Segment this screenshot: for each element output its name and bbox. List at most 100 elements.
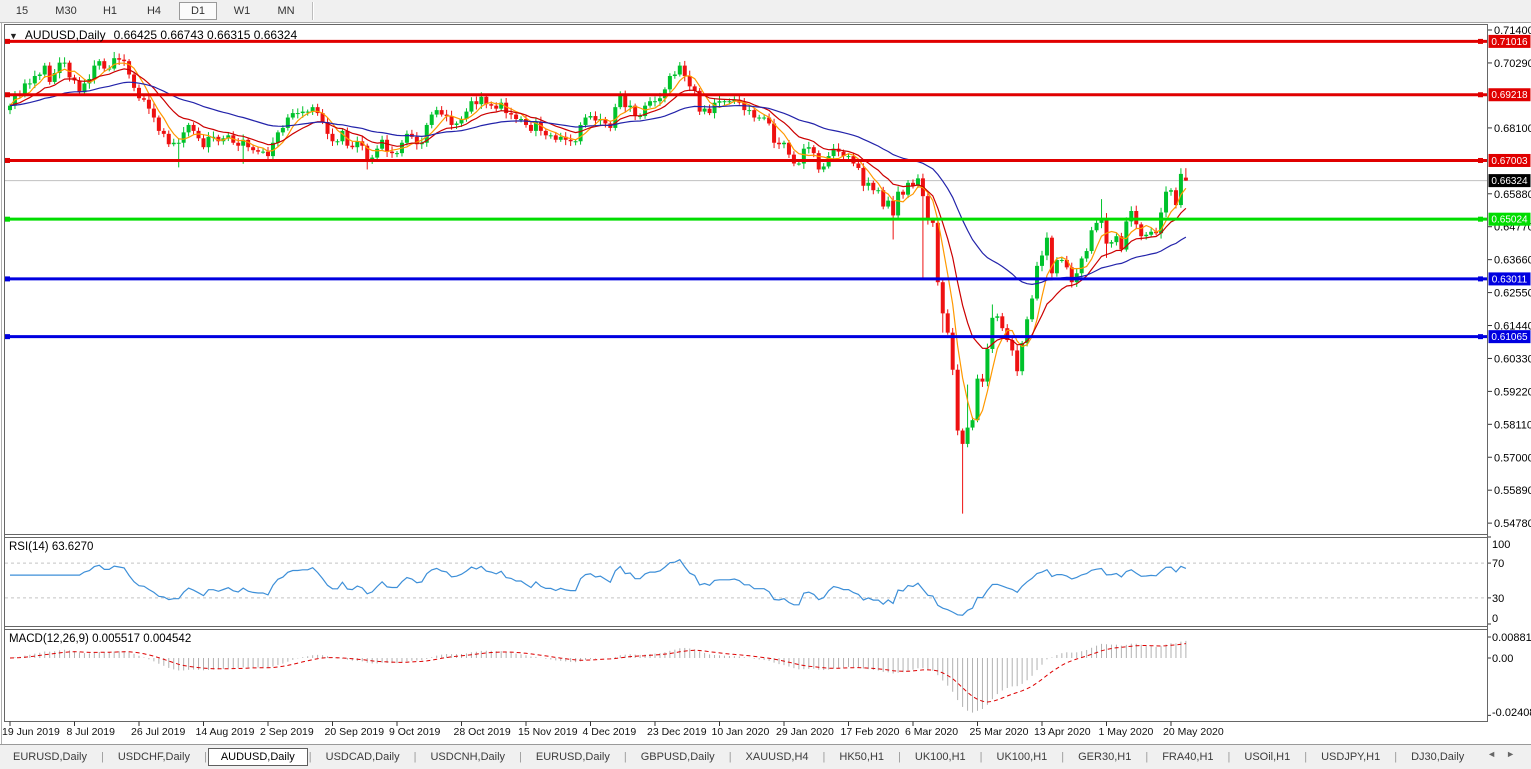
tab-scroll-right-icon[interactable]: ►: [1506, 749, 1525, 759]
candle-body: [37, 74, 42, 76]
candle-body: [717, 101, 722, 103]
candle-body: [92, 65, 97, 79]
price-tick-label: 0.55890: [1494, 485, 1531, 497]
candle-body: [667, 75, 672, 90]
tab-audusd-daily[interactable]: AUDUSD,Daily: [207, 748, 308, 766]
timeframe-button-mn[interactable]: MN: [277, 5, 295, 17]
tab-usdjpy-h1[interactable]: USDJPY,H1: [1321, 751, 1381, 763]
price-tick-label: 0.59220: [1494, 386, 1531, 398]
tab-hk50-h1[interactable]: HK50,H1: [839, 751, 885, 763]
candle-body: [270, 142, 275, 157]
candle-body: [975, 378, 980, 421]
tab-gbpusd-daily[interactable]: GBPUSD,Daily: [640, 751, 715, 763]
tab-fra40-h1[interactable]: FRA40,H1: [1162, 751, 1214, 763]
candle-body: [925, 196, 930, 220]
candle-body: [404, 133, 409, 143]
price-tick-label: 0.57000: [1494, 452, 1531, 464]
candle-body: [722, 101, 727, 103]
level-price-box-label: 0.67003: [1491, 156, 1528, 167]
candle-body: [335, 141, 340, 143]
candle-body: [950, 332, 955, 370]
timeframe-button-h1[interactable]: H1: [102, 5, 118, 17]
level-price-box-label: 0.69218: [1491, 90, 1528, 101]
macd-tick-label: 0.00: [1492, 653, 1513, 665]
time-tick-label: 2 Sep 2019: [260, 726, 314, 738]
candle-body: [122, 59, 127, 62]
candle-body: [1119, 236, 1124, 250]
timeframe-button-15[interactable]: 15: [15, 5, 29, 17]
candle-body: [1144, 234, 1149, 237]
candle-body: [1134, 210, 1139, 225]
symbol-dropdown-icon[interactable]: ▼: [9, 31, 18, 41]
tab-uk100-h1[interactable]: UK100,H1: [914, 751, 966, 763]
level-price-box-label: 0.71016: [1491, 37, 1528, 48]
candle-body: [454, 123, 459, 125]
level-price-box: [1488, 272, 1531, 286]
candle-body: [385, 139, 390, 152]
tab-usdcad-daily[interactable]: USDCAD,Daily: [325, 751, 400, 763]
tab-scroll-left-icon[interactable]: ◄: [1487, 749, 1507, 759]
candle-body: [310, 107, 315, 112]
candle-body: [955, 369, 960, 431]
tab-dj30-daily[interactable]: DJ30,Daily: [1411, 751, 1465, 763]
level-handle-right: [1478, 276, 1483, 282]
price-tick-label: 0.60330: [1494, 353, 1531, 365]
candle-body: [568, 139, 573, 142]
time-axis: 19 Jun 2019 8 Jul 2019 26 Jul 2019 14 Aug 2…: [2, 721, 1224, 738]
price-tick-label: 0.68100: [1494, 123, 1531, 135]
candle-body: [62, 62, 67, 64]
candle-body: [439, 110, 444, 115]
candle-body: [692, 86, 697, 91]
candle-body: [623, 95, 628, 108]
candle-body: [811, 147, 816, 154]
timeframe-button-m30[interactable]: M30: [55, 5, 77, 17]
level-handle-left: [5, 216, 10, 222]
candle-body: [990, 317, 995, 349]
level-handle-right: [1478, 216, 1483, 222]
candle-body: [772, 123, 777, 143]
level-price-box-label: 0.63011: [1492, 274, 1528, 285]
chart-background: [0, 22, 1531, 768]
candle-body: [871, 182, 876, 191]
time-tick-label: 15 Nov 2019: [518, 726, 578, 738]
candle-body: [831, 148, 836, 157]
candle-body: [161, 130, 166, 134]
candle-body: [1030, 298, 1035, 320]
candle-body: [256, 150, 261, 152]
tab-usdchf-daily[interactable]: USDCHF,Daily: [117, 751, 190, 763]
candle-body: [499, 102, 504, 109]
candle-body: [777, 142, 782, 145]
rsi-indicator-label: RSI(14) 63.6270: [9, 541, 94, 553]
tab-usdcnh-daily[interactable]: USDCNH,Daily: [430, 751, 506, 763]
candle-body: [97, 61, 102, 66]
candle-body: [251, 147, 256, 151]
level-handle-right: [1478, 38, 1483, 44]
candle-body: [747, 110, 752, 112]
tab-xauusd-h4[interactable]: XAUUSD,H4: [745, 751, 809, 763]
tab-eurusd-daily[interactable]: EURUSD,Daily: [13, 751, 87, 763]
timeframe-button-d1[interactable]: D1: [179, 2, 217, 20]
candle-body: [414, 136, 419, 145]
level-price-box: [1488, 34, 1531, 48]
time-tick-label: 9 Oct 2019: [389, 726, 441, 738]
candle-body: [355, 141, 360, 148]
timeframe-button-h4[interactable]: H4: [146, 5, 162, 17]
candle-body: [752, 110, 757, 118]
tab-eurusd-daily[interactable]: EURUSD,Daily: [535, 751, 610, 763]
timeframe-button-w1[interactable]: W1: [233, 5, 251, 17]
chart-ohlc-values: 0.66425 0.66743 0.66315 0.66324: [113, 28, 298, 42]
tab-usoil-h1[interactable]: USOil,H1: [1244, 751, 1291, 763]
candle-body: [275, 132, 280, 143]
candle-body: [1079, 258, 1084, 274]
rsi-tick-label: 30: [1492, 593, 1504, 605]
time-tick-label: 23 Dec 2019: [647, 726, 707, 738]
current-price-box-label: 0.66324: [1491, 176, 1528, 187]
tab-separator: |: [979, 751, 983, 763]
level-handle-right: [1478, 157, 1483, 163]
candle-body: [489, 104, 494, 106]
tab-uk100-h1[interactable]: UK100,H1: [996, 751, 1048, 763]
tab-ger30-h1[interactable]: GER30,H1: [1078, 751, 1132, 763]
tab-separator: |: [898, 751, 901, 763]
